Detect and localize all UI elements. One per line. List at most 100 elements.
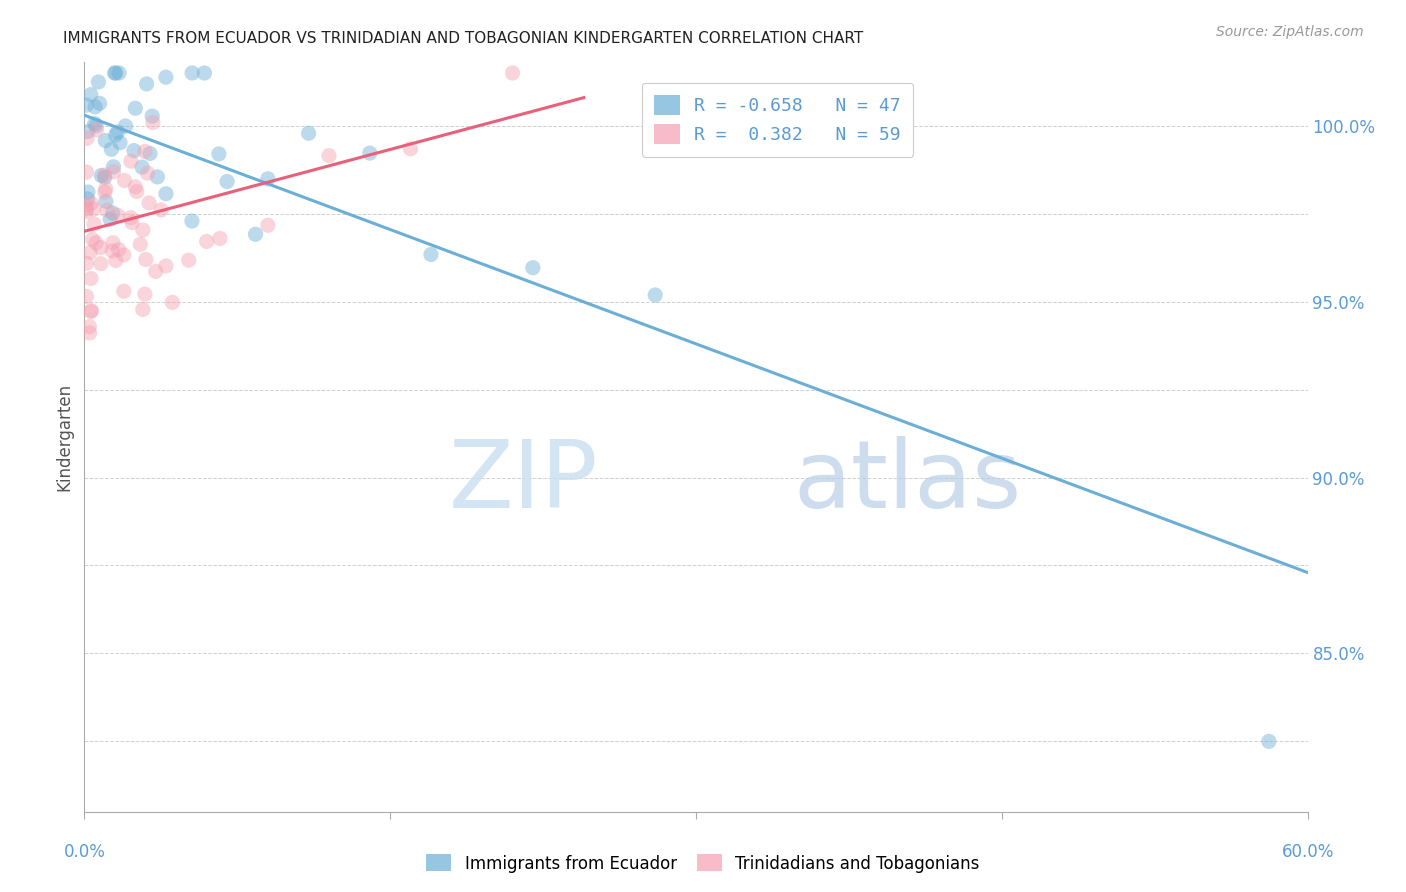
Point [94,182,117,196]
Point [90,241,112,255]
Point [193,66,215,80]
Point [75,289,97,303]
Point [87,75,110,89]
Point [162,295,184,310]
Point [83,117,105,131]
Y-axis label: Kindergarten: Kindergarten [55,383,73,491]
Point [76,192,98,206]
Text: 0.0%: 0.0% [63,843,105,862]
Point [136,166,159,180]
Point [120,211,142,225]
Point [107,208,129,222]
Point [135,77,157,91]
Point [76,124,98,138]
Point [96,203,118,218]
Point [94,170,117,185]
Point [83,217,105,231]
Point [80,87,103,102]
Point [77,185,100,199]
Point [93,168,115,182]
Point [257,171,280,186]
Point [75,202,97,216]
Point [90,169,112,183]
Point [120,154,142,169]
Point [80,303,103,318]
Point [94,194,117,209]
Point [399,142,422,156]
Point [146,169,169,184]
Point [80,304,103,318]
Point [101,244,124,258]
Point [318,149,340,163]
Point [195,235,218,249]
Point [84,100,107,114]
Point [155,186,177,201]
Point [150,202,173,217]
Point [101,206,124,220]
Point [79,245,101,260]
Point [75,204,97,219]
Point [138,195,160,210]
Point [208,231,231,245]
Point [104,66,127,80]
Point [84,235,107,250]
Point [98,212,121,227]
Point [79,326,101,340]
Point [155,259,177,273]
Point [90,257,112,271]
Point [100,142,122,156]
Text: ZIP: ZIP [449,436,598,528]
Text: Source: ZipAtlas.com: Source: ZipAtlas.com [1216,25,1364,39]
Point [76,131,98,145]
Point [83,202,105,216]
Point [75,256,97,270]
Point [124,180,146,194]
Point [181,214,204,228]
Point [80,271,103,285]
Point [121,215,143,229]
Point [245,227,267,242]
Point [114,119,136,133]
Point [107,243,129,257]
Point [82,232,104,246]
Text: 60.0%: 60.0% [1281,843,1334,862]
Point [94,185,117,199]
Point [1257,734,1279,748]
Point [145,264,167,278]
Point [129,237,152,252]
Point [134,287,156,301]
Point [108,66,131,80]
Point [155,70,177,85]
Legend: Immigrants from Ecuador, Trinidadians and Tobagonians: Immigrants from Ecuador, Trinidadians an… [420,847,986,880]
Point [104,128,127,142]
Point [139,146,162,161]
Point [94,134,117,148]
Point [208,147,231,161]
Point [135,252,157,267]
Point [124,101,146,115]
Point [75,98,97,112]
Point [89,96,111,111]
Point [104,253,127,268]
Point [75,165,97,179]
Point [257,219,280,233]
Point [125,185,148,199]
Point [112,285,135,299]
Point [112,248,135,262]
Legend: R = -0.658   N = 47, R =  0.382   N = 59: R = -0.658 N = 47, R = 0.382 N = 59 [641,83,914,157]
Text: atlas: atlas [794,436,1022,528]
Text: IMMIGRANTS FROM ECUADOR VS TRINIDADIAN AND TOBAGONIAN KINDERGARTEN CORRELATION C: IMMIGRANTS FROM ECUADOR VS TRINIDADIAN A… [63,31,863,46]
Point [84,119,107,133]
Point [181,66,204,80]
Point [134,145,156,159]
Point [141,109,163,123]
Point [522,260,544,275]
Point [101,235,124,250]
Point [80,196,103,211]
Point [644,288,666,302]
Point [122,144,145,158]
Point [114,173,136,187]
Point [420,247,443,261]
Point [103,160,125,174]
Point [132,302,155,317]
